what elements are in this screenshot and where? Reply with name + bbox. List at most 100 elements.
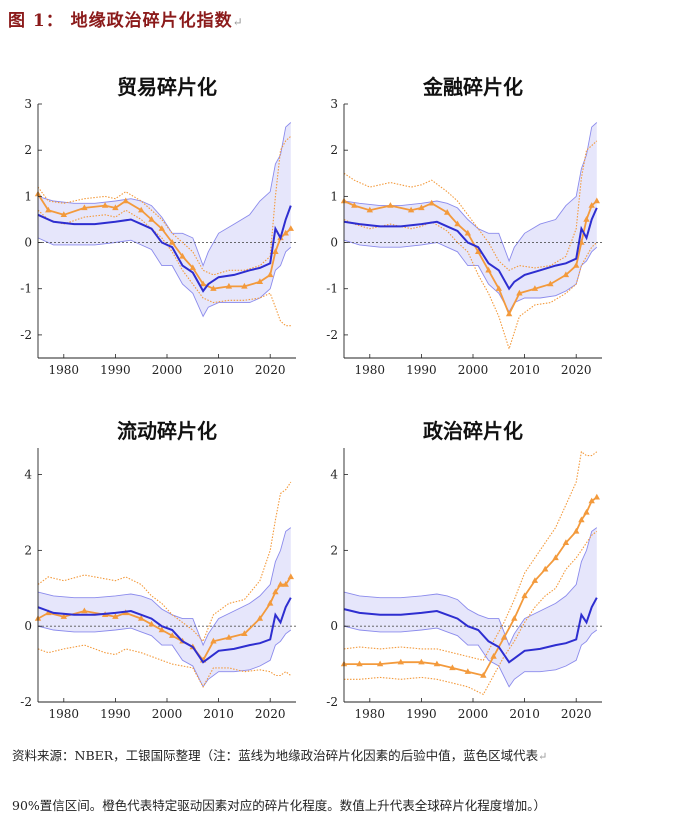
driver-lower-bound <box>37 644 292 688</box>
driver-point <box>81 607 88 614</box>
driver-point <box>138 615 145 621</box>
driver-point <box>407 206 415 213</box>
driver-point <box>475 248 482 254</box>
source-note-line-2: 90%置信区间。橙色代表特定驱动因素对应的碎片化程度。数值上升代表全球碎片化程度… <box>12 795 546 814</box>
x-tick-label: 1990 <box>406 363 437 377</box>
driver-point <box>81 204 88 211</box>
x-tick-label: 2010 <box>203 707 234 721</box>
driver-point <box>464 668 471 674</box>
x-tick-label: 1980 <box>355 363 386 377</box>
driver-lower-bound <box>344 530 598 696</box>
driver-point <box>573 262 580 268</box>
driver-point <box>60 613 67 619</box>
driver-point <box>241 630 248 636</box>
driver-point <box>158 626 165 633</box>
confidence-band <box>38 122 291 317</box>
driver-point <box>418 204 425 211</box>
y-tick-label: -2 <box>20 695 32 709</box>
y-tick-label: 1 <box>24 189 32 203</box>
chart-title: 金融碎片化 <box>422 75 523 99</box>
driver-point <box>521 592 528 599</box>
driver-point <box>158 225 165 231</box>
driver-point <box>138 206 145 213</box>
driver-point <box>593 493 600 500</box>
x-tick-label: 1980 <box>355 707 386 721</box>
driver-point <box>169 632 176 638</box>
driver-point <box>593 197 600 204</box>
x-tick-label: 2010 <box>509 363 540 377</box>
source-note-text-1: 资料来源：NBER，工银国际整理（注：蓝线为地缘政治碎片化因素的后验中值，蓝色区… <box>12 748 539 763</box>
driver-point <box>588 202 595 208</box>
x-tick-label: 2000 <box>152 707 183 721</box>
paragraph-mark-icon: ↵ <box>538 750 548 763</box>
driver-point <box>210 637 217 644</box>
driver-point <box>505 310 513 317</box>
chart-title: 流动碎片化 <box>117 419 217 443</box>
driver-point <box>277 581 284 587</box>
y-tick-label: 2 <box>24 543 32 557</box>
y-tick-label: 4 <box>330 468 338 482</box>
driver-point <box>511 615 518 621</box>
x-tick-label: 1990 <box>406 707 437 721</box>
x-tick-label: 2010 <box>509 707 540 721</box>
x-tick-label: 1990 <box>100 363 131 377</box>
driver-upper-bound <box>37 135 292 276</box>
paragraph-mark-icon: ↵ <box>232 15 244 29</box>
driver-point <box>562 539 570 545</box>
y-tick-label: 3 <box>24 97 32 111</box>
median-line <box>343 207 598 291</box>
driver-point <box>225 634 233 640</box>
driver-point <box>225 282 233 289</box>
y-tick-label: 1 <box>330 189 338 203</box>
driver-point <box>112 204 119 211</box>
confidence-band <box>344 122 597 312</box>
driver-point <box>562 271 570 278</box>
driver-point <box>189 264 196 271</box>
chart-panel-politics: 政治碎片化 -2 0 2 4 1980 1990 2000 2010 2020 <box>306 412 606 732</box>
driver-point <box>397 658 404 665</box>
driver-point <box>480 672 487 678</box>
driver-point <box>490 653 497 659</box>
x-tick-label: 2020 <box>255 363 286 377</box>
y-tick-label: 3 <box>330 97 338 111</box>
driver-point <box>148 216 155 222</box>
driver-point <box>256 615 264 621</box>
driver-point <box>531 285 539 291</box>
driver-point <box>199 280 207 287</box>
driver-point <box>464 229 471 236</box>
driver-point <box>287 573 294 580</box>
driver-point <box>495 285 502 291</box>
driver-point <box>122 197 129 204</box>
driver-point <box>356 660 363 667</box>
chart-svg: 金融碎片化 -2 -1 0 1 2 3 1980 1990 2000 2010 2020 <box>326 75 602 377</box>
chart-svg: 贸易碎片化 -2 -1 0 1 2 3 1980 1990 2000 2010 2020 <box>20 75 296 377</box>
y-tick-label: -1 <box>326 282 338 296</box>
driver-point <box>578 516 585 523</box>
chart-svg: 政治碎片化 -2 0 2 4 1980 1990 2000 2010 2020 <box>326 419 602 721</box>
driver-upper-bound <box>37 481 292 643</box>
driver-point <box>272 588 279 595</box>
confidence-band <box>344 527 597 687</box>
x-tick-label: 1990 <box>100 707 131 721</box>
driver-point <box>351 202 358 208</box>
y-tick-label: 0 <box>330 236 338 250</box>
figure-title-text: 图 1： 地缘政治碎片化指数 <box>8 11 233 31</box>
driver-lower-bound <box>37 209 291 327</box>
driver-point <box>485 266 492 273</box>
driver-point <box>433 660 441 667</box>
driver-point <box>45 609 52 616</box>
driver-point <box>272 248 279 254</box>
chart-title: 贸易碎片化 <box>117 75 217 99</box>
median-line <box>343 597 598 664</box>
driver-upper-bound <box>343 140 598 271</box>
y-tick-label: 0 <box>24 236 32 250</box>
driver-point <box>256 278 264 284</box>
y-tick-label: -2 <box>326 695 338 709</box>
driver-point <box>210 285 217 291</box>
source-note-line-1: 资料来源：NBER，工银国际整理（注：蓝线为地缘政治碎片化因素的后验中值，蓝色区… <box>12 745 547 764</box>
y-tick-label: 0 <box>24 619 32 633</box>
driver-upper-bound <box>343 450 598 661</box>
driver-point <box>366 206 373 213</box>
chart-panel-finance: 金融碎片化 -2 -1 0 1 2 3 1980 1990 2000 2010 2020 <box>306 68 606 388</box>
x-tick-label: 1980 <box>49 707 80 721</box>
